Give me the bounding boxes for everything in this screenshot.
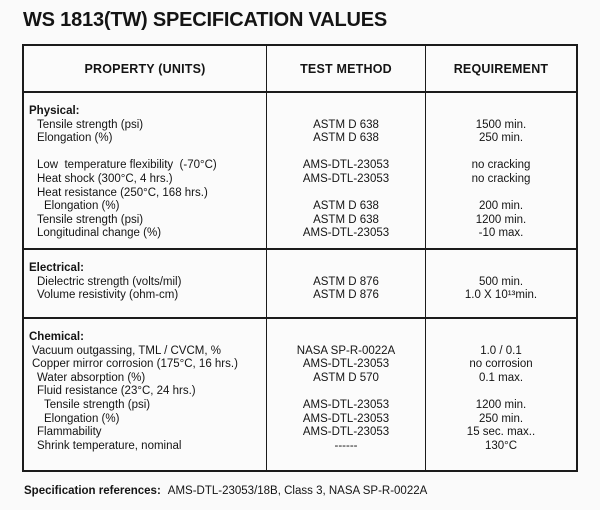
requirement-column: 500 min. 1.0 X 10¹³min. [426, 250, 576, 317]
test-method-cell [267, 262, 425, 276]
requirement-cell [426, 146, 576, 160]
section-chemical: Chemical: Vacuum outgassing, TML / CVCM, … [24, 317, 576, 470]
property-column: Chemical: Vacuum outgassing, TML / CVCM, … [24, 319, 266, 470]
requirement-cell: 15 sec. max.. [466, 426, 536, 439]
requirement-cell: 1.0 X 10¹³min. [464, 289, 538, 302]
test-method-cell: AMS-DTL-23053 [302, 426, 390, 439]
requirement-cell: 1.0 / 0.1 [480, 344, 522, 357]
property-column: Electrical: Dielectric strength (volts/mi… [24, 250, 266, 317]
requirement-cell: no cracking [471, 172, 531, 185]
test-method-cell: ASTM D 876 [313, 289, 379, 302]
column-header-property: PROPERTY (UNITS) [84, 61, 206, 76]
property-cell: Fluid resistance (23°C, 24 hrs.) [37, 385, 196, 398]
property-cell: Low temperature flexibility (-70°C) [37, 159, 217, 172]
test-method-cell: AMS-DTL-23053 [302, 227, 390, 240]
test-method-cell: AMS-DTL-23053 [302, 358, 390, 371]
test-method-cell: AMS-DTL-23053 [302, 159, 390, 172]
requirement-cell: 0.1 max. [478, 371, 524, 384]
test-method-cell: NASA SP-R-0022A [296, 344, 396, 357]
property-cell: Dielectric strength (volts/mil) [37, 275, 182, 288]
test-method-cell [267, 385, 425, 399]
test-method-column: NASA SP-R-0022A AMS-DTL-23053 ASTM D 570 A… [266, 319, 426, 470]
property-cell: Flammability [37, 426, 102, 439]
requirement-cell [426, 105, 576, 119]
specification-references: Specification references: AMS-DTL-23053/1… [24, 485, 600, 497]
test-method-cell [267, 187, 425, 201]
property-cell: Water absorption (%) [37, 371, 146, 384]
test-method-cell [267, 331, 425, 345]
property-cell: Tensile strength (psi) [44, 398, 151, 411]
requirement-cell: no corrosion [469, 358, 533, 371]
property-cell: Volume resistivity (ohm-cm) [37, 289, 179, 302]
test-method-cell: ASTM D 570 [313, 371, 379, 384]
test-method-cell: ASTM D 876 [313, 275, 379, 288]
requirement-cell: 1500 min. [475, 118, 527, 131]
requirement-cell [426, 187, 576, 201]
property-cell: Elongation (%) [44, 412, 120, 425]
requirement-cell: 200 min. [478, 200, 524, 213]
property-cell: Elongation (%) [44, 200, 120, 213]
test-method-cell: ------ [334, 439, 358, 452]
requirement-column: 1500 min. 250 min. no cracking no cracking… [426, 93, 576, 248]
requirement-cell: 500 min. [478, 275, 524, 288]
column-header-test-method: TEST METHOD [266, 46, 426, 91]
references-label: Specification references: [24, 485, 161, 497]
requirement-column: 1.0 / 0.1 no corrosion 0.1 max. 1200 min. 2… [426, 319, 576, 470]
requirement-cell: 130°C [484, 439, 518, 452]
test-method-cell: ASTM D 638 [313, 132, 379, 145]
section-electrical: Electrical: Dielectric strength (volts/mi… [24, 248, 576, 317]
test-method-cell: AMS-DTL-23053 [302, 412, 390, 425]
test-method-cell: ASTM D 638 [313, 213, 379, 226]
property-cell: Vacuum outgassing, TML / CVCM, % [32, 344, 221, 357]
test-method-column: ASTM D 876 ASTM D 876 [266, 250, 426, 317]
property-cell: Shrink temperature, nominal [37, 439, 182, 452]
requirement-cell [426, 331, 576, 345]
column-header-requirement: REQUIREMENT [453, 61, 549, 76]
section-title-cell: Electrical: [29, 262, 84, 274]
property-cell: Heat resistance (250°C, 168 hrs.) [37, 186, 208, 199]
property-cell: Tensile strength (psi) [37, 118, 144, 131]
section-physical: Physical: Tensile strength (psi) Elongatio… [24, 93, 576, 248]
table-header-row: PROPERTY (UNITS) TEST METHOD REQUIREMENT [24, 46, 576, 93]
section-title-cell: Physical: [29, 105, 80, 117]
requirement-cell: 1200 min. [475, 213, 527, 226]
property-cell [24, 146, 266, 160]
test-method-cell: ASTM D 638 [313, 118, 379, 131]
requirement-cell [426, 262, 576, 276]
property-cell: Copper mirror corrosion (175°C, 16 hrs.) [32, 358, 238, 371]
requirement-cell: 250 min. [478, 412, 524, 425]
test-method-column: ASTM D 638 ASTM D 638 AMS-DTL-23053 AMS-DT… [266, 93, 426, 248]
requirement-cell: -10 max. [478, 227, 524, 240]
property-cell: Longitudinal change (%) [37, 227, 162, 240]
test-method-cell: AMS-DTL-23053 [302, 172, 390, 185]
property-cell: Elongation (%) [37, 132, 113, 145]
test-method-cell: AMS-DTL-23053 [302, 398, 390, 411]
requirement-cell [426, 385, 576, 399]
test-method-cell [267, 146, 425, 160]
requirement-cell: 1200 min. [475, 398, 527, 411]
page-title: WS 1813(TW) SPECIFICATION VALUES [23, 9, 388, 31]
property-cell: Heat shock (300°C, 4 hrs.) [37, 172, 173, 185]
property-cell: Tensile strength (psi) [37, 213, 144, 226]
references-text: AMS-DTL-23053/18B, Class 3, NASA SP-R-00… [167, 485, 428, 497]
test-method-cell [267, 105, 425, 119]
property-column: Physical: Tensile strength (psi) Elongatio… [24, 93, 266, 248]
requirement-cell: 250 min. [478, 132, 524, 145]
section-title-cell: Chemical: [29, 331, 84, 343]
test-method-cell: ASTM D 638 [313, 200, 379, 213]
requirement-cell: no cracking [471, 159, 531, 172]
specification-table: PROPERTY (UNITS) TEST METHOD REQUIREMENT… [22, 44, 578, 472]
